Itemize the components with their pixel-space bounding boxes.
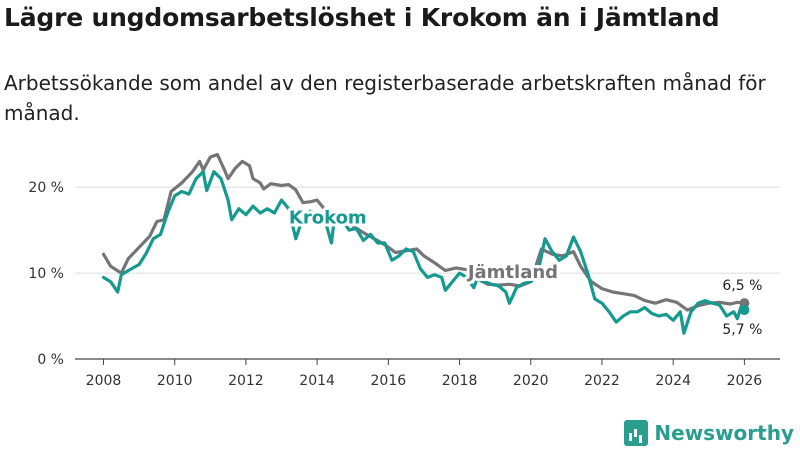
- series-line-krokom: [101, 170, 746, 335]
- series-label-krokom-halo: Krokom: [289, 207, 367, 228]
- chart-subtitle: Arbetssökande som andel av den registerb…: [4, 71, 766, 125]
- end-label-krokom: 5,7 %: [722, 322, 762, 338]
- y-tick-label: 20 %: [28, 180, 64, 196]
- x-tick-label: 2012: [228, 373, 264, 389]
- x-tick-label: 2020: [513, 373, 549, 389]
- x-tick-label: 2014: [299, 373, 335, 389]
- x-tick-label: 2026: [727, 373, 763, 389]
- series-end-point: [739, 305, 750, 316]
- x-tick-label: 2010: [157, 373, 193, 389]
- series-end-point: [739, 298, 750, 309]
- y-tick-label: 0 %: [37, 352, 64, 368]
- series-lines: [101, 152, 750, 335]
- x-tick-label: 2018: [442, 373, 478, 389]
- chart-title: Lägre ungdomsarbetslöshet i Krokom än i …: [4, 3, 720, 32]
- brand-logo-block[interactable]: Newsworthy: [624, 420, 794, 446]
- brand-name: Newsworthy: [654, 421, 794, 445]
- series-label-jamtland-halo: Jämtland: [466, 262, 558, 283]
- gridlines: [75, 186, 780, 274]
- newsworthy-logo-icon: [624, 420, 649, 446]
- series-line-jamtland: [101, 152, 746, 312]
- x-tick-label: 2022: [584, 373, 620, 389]
- x-tick-label: 2008: [86, 373, 122, 389]
- x-tick-label: 2024: [655, 373, 691, 389]
- axes: 0 % 10 % 20 % 2008 2010 2012 2014 2016 2018 2020 2…: [28, 180, 780, 389]
- y-tick-label: 10 %: [28, 266, 64, 282]
- series-label-krokom: Krokom: [289, 207, 367, 228]
- end-label-jamtland: 6,5 %: [722, 278, 762, 294]
- x-tick-label: 2016: [371, 373, 407, 389]
- series-label-jamtland: Jämtland: [466, 262, 558, 283]
